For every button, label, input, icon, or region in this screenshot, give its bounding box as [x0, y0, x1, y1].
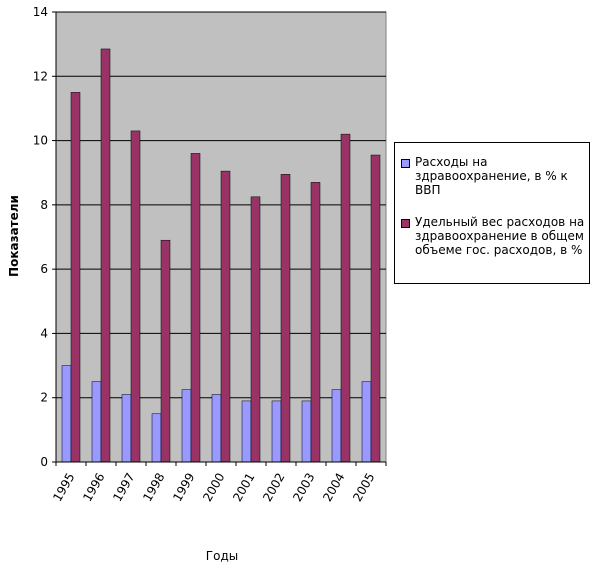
bar: [181, 389, 192, 463]
y-tick-label: 4: [40, 326, 48, 340]
y-tick-label: 6: [40, 262, 48, 276]
bar: [331, 389, 342, 463]
x-tick-label: 2002: [260, 471, 287, 504]
x-tick-label: 1998: [140, 471, 167, 504]
y-tick-label: 2: [40, 391, 48, 405]
x-tick-label: 2003: [290, 471, 317, 504]
x-tick-label: 1999: [170, 471, 197, 504]
legend-item: Расходы на здравоохранение, в % к ВВП: [399, 155, 585, 197]
legend-label: Удельный вес расходов на здравоохранение…: [415, 215, 585, 257]
y-tick-label: 14: [33, 5, 48, 19]
bar: [241, 400, 252, 463]
y-tick-label: 0: [40, 455, 48, 469]
bar: [190, 153, 201, 463]
bar: [361, 381, 372, 463]
bar: [211, 394, 222, 463]
bar: [310, 182, 321, 463]
x-tick-label: 1995: [50, 471, 77, 504]
x-axis-label: Годы: [206, 549, 238, 563]
bar: [151, 413, 162, 463]
bar: [370, 154, 381, 463]
y-tick-label: 8: [40, 198, 48, 212]
x-tick-label: 2000: [200, 471, 227, 504]
legend-swatch: [401, 219, 410, 228]
bar: [91, 381, 102, 463]
x-tick-label: 2001: [230, 471, 257, 504]
bar: [340, 133, 351, 463]
bar: [100, 48, 111, 463]
bar: [160, 239, 171, 463]
bar: [250, 196, 261, 463]
bar: [301, 400, 312, 463]
bar: [280, 174, 291, 463]
y-tick-label: 12: [33, 69, 48, 83]
legend-item: Удельный вес расходов на здравоохранение…: [399, 215, 585, 257]
bar: [130, 130, 141, 463]
bar: [121, 394, 132, 463]
x-tick-label: 2005: [350, 471, 377, 504]
x-tick-label: 1996: [80, 471, 107, 504]
bar: [271, 400, 282, 463]
x-tick-label: 2004: [320, 471, 347, 504]
x-tick-label: 1997: [110, 471, 137, 504]
y-axis-label: Показатели: [7, 195, 21, 277]
y-tick-label: 10: [33, 134, 48, 148]
bar: [220, 170, 231, 463]
legend: Расходы на здравоохранение, в % к ВВП Уде…: [394, 142, 590, 284]
bar: [61, 365, 72, 463]
legend-swatch: [401, 159, 410, 168]
bar: [70, 92, 81, 463]
legend-label: Расходы на здравоохранение, в % к ВВП: [415, 155, 568, 197]
